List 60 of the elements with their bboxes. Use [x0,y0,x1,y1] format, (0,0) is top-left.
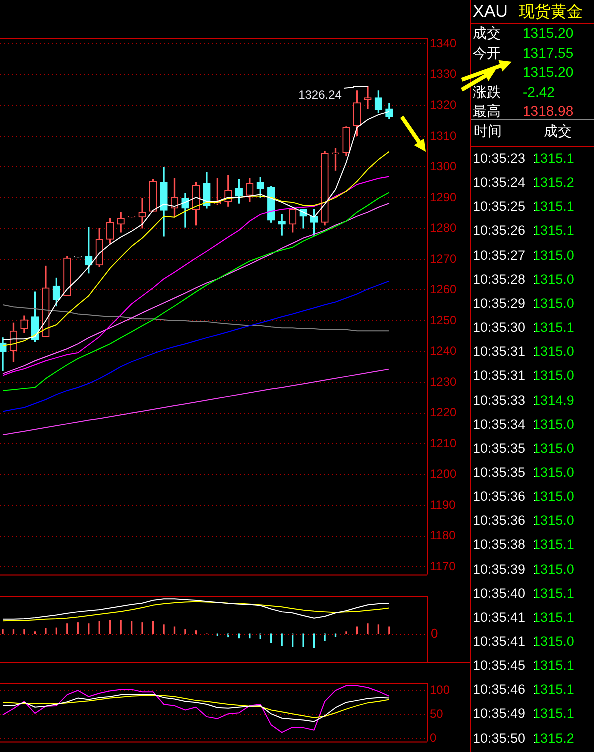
category-label: 10:35:46 1315.1 [473,682,574,698]
y-tick-label: 1230 [430,374,458,389]
category-label: 10:35:36 1315.0 [473,513,574,528]
y-tick-label: 1300 [430,160,458,174]
y-tick-label: 1220 [430,406,458,420]
y-tick-label: 1170 [430,559,456,574]
text: 现货黄金 [519,2,583,23]
text: 1317.55 [523,44,574,60]
y-tick-label: 100 [430,682,450,697]
category-label: 10:35:23 1315.1 [473,151,574,166]
text: 1318.98 [523,103,574,119]
category-label: 10:35:27 1315.0 [473,248,574,263]
category-label: 10:35:29 1315.0 [473,296,574,311]
category-label: 10:35:31 1315.0 [473,344,574,360]
y-tick-label: 1320 [430,98,458,112]
category-label: 10:35:30 1315.1 [473,320,574,336]
text: 1315.20 [523,64,574,80]
text: -2.42 [523,84,555,100]
y-tick-label: 1250 [430,313,458,328]
category-label: 10:35:45 1315.1 [473,658,574,674]
y-tick-label: 1280 [430,221,458,236]
y-tick-label: 1310 [430,128,458,143]
category-label: 10:35:39 1315.0 [473,562,574,577]
category-label: 成交 [473,25,501,43]
y-tick-label: 1210 [430,436,458,450]
y-tick-label: 0 [430,730,437,745]
category-label: 10:35:33 1314.9 [473,392,574,408]
y-tick-label: 1330 [430,67,458,82]
y-tick-label: 1270 [430,252,458,266]
category-label: 10:35:38 1315.1 [473,537,574,552]
text: 1315.20 [523,25,574,41]
y-tick-label: 1190 [430,498,456,512]
y-tick-label: 1200 [430,467,458,482]
text: 时间 [474,123,502,141]
text: XAU [473,2,508,22]
category-label: 10:35:50 1315.2 [473,730,574,746]
category-label: 10:35:25 1315.1 [473,199,574,214]
category-label: 10:35:28 1315.0 [473,272,574,287]
category-label: 10:35:36 1315.0 [473,489,574,504]
annotation: 1326.24 [298,88,342,102]
y-tick-label: 50 [430,706,444,721]
category-label: 最高 [473,103,501,121]
category-label: 10:35:35 1315.0 [473,440,574,456]
y-tick-label: 1180 [430,528,456,543]
category-label: 10:35:41 1315.0 [473,634,574,649]
category-label: 今开 [473,44,501,62]
category-label: 10:35:26 1315.1 [473,223,574,238]
category-label: 10:35:41 1315.1 [473,610,574,625]
category-label: 10:35:49 1315.1 [473,706,574,722]
y-tick-label: 1290 [430,190,458,204]
category-label: 10:35:40 1315.1 [473,586,574,601]
y-tick-label: 1340 [430,36,458,50]
category-label: 10:35:34 1315.0 [473,416,574,432]
y-tick-label: 1260 [430,282,458,297]
category-label: 涨跌 [473,84,501,102]
category-label: 10:35:31 1315.0 [473,368,574,384]
category-label: 10:35:24 1315.2 [473,175,574,190]
category-label: 10:35:35 1315.0 [473,464,574,480]
y-tick-label: 1240 [430,344,458,358]
text: 成交 [544,123,572,141]
